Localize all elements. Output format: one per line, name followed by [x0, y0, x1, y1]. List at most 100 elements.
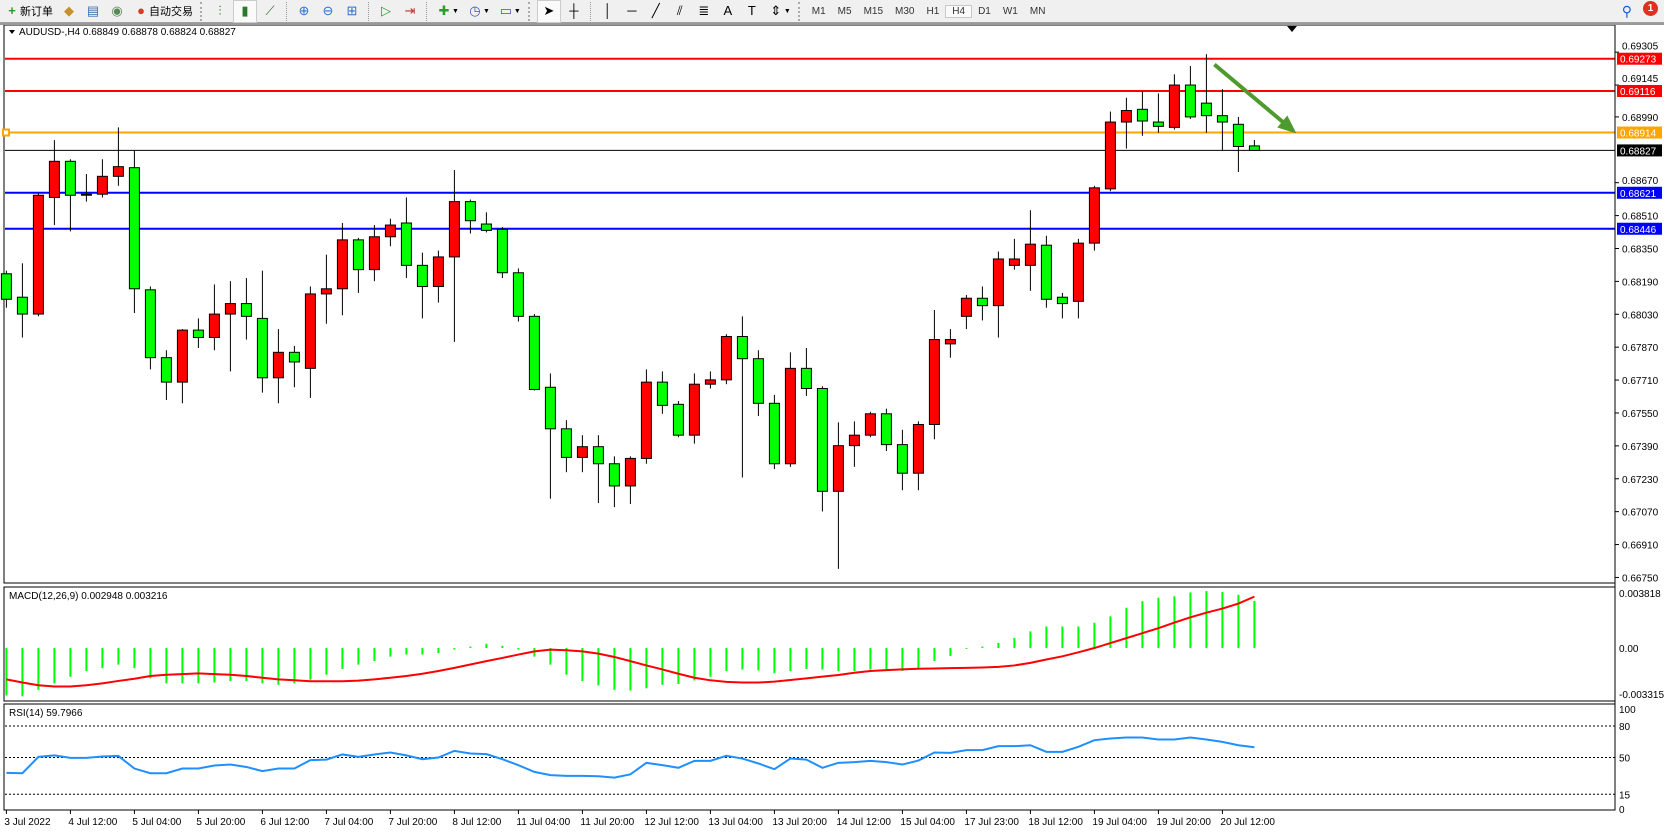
candle-body — [896, 444, 908, 474]
chevron-down-icon: ▼ — [452, 7, 459, 15]
price-tick-label: 0.68190 — [1622, 277, 1659, 288]
zoom-in-icon: ⊕ — [298, 3, 310, 18]
timeframe-m5[interactable]: M5 — [837, 5, 852, 17]
time-label: 6 Jul 12:00 — [260, 817, 309, 828]
auto-trading-label: 自动交易 — [149, 6, 193, 18]
toolbar-grip[interactable] — [797, 1, 803, 21]
text-label-button[interactable]: T — [741, 1, 763, 22]
auto-scroll-button[interactable]: ▷ — [375, 1, 397, 22]
candlestick-icon: ▮ — [241, 3, 249, 18]
level-price-tag — [1617, 186, 1662, 199]
vertical-line-icon: │ — [603, 3, 612, 18]
trend-arrow-icon — [1213, 62, 1289, 128]
vertical-line-button[interactable]: │ — [597, 1, 619, 22]
horizontal-line-button[interactable]: ─ — [621, 1, 643, 22]
toolbar-grip[interactable] — [200, 1, 205, 21]
crosshair-icon: ┼ — [569, 3, 579, 18]
auto-trading-icon: ● — [137, 3, 145, 18]
text-button[interactable]: A — [717, 1, 739, 22]
price-tick-label: 0.67550 — [1622, 409, 1659, 420]
timeframe-m1[interactable]: M1 — [811, 5, 826, 17]
bar-chart-button[interactable]: ⫶ — [209, 1, 231, 22]
time-label: 19 Jul 20:00 — [1156, 817, 1211, 828]
candle-body — [560, 428, 572, 458]
auto-trading-button[interactable]: ● 自动交易 — [130, 1, 196, 22]
time-label: 3 Jul 2022 — [4, 817, 51, 828]
crosshair-button[interactable]: ┼ — [563, 1, 585, 22]
chart-window[interactable]: 0.69305 0.69145 0.68990 0.68670 0.68510 0.683… — [0, 23, 1664, 833]
candle-body — [784, 367, 796, 465]
candle-body — [368, 236, 380, 271]
timeframe-mn[interactable]: MN — [1029, 5, 1046, 17]
candle-body — [32, 194, 44, 315]
signals-icon: ◉ — [111, 3, 123, 18]
chart-shift-button[interactable]: ⇥ — [399, 1, 421, 22]
new-order-button[interactable]: + 新订单 — [1, 1, 56, 22]
zoom-out-button[interactable]: ⊖ — [317, 1, 339, 22]
candle-body — [0, 273, 12, 300]
notification-icon[interactable]: 1 — [1643, 1, 1658, 16]
candle-body — [48, 160, 60, 198]
chevron-down-icon: ▼ — [513, 7, 521, 15]
candle-body — [928, 339, 940, 425]
timeframe-d1[interactable]: D1 — [978, 5, 991, 17]
text-icon: A — [723, 3, 733, 18]
equidistant-channel-button[interactable]: ⫽ — [669, 1, 691, 22]
timeframe-w1[interactable]: W1 — [1002, 5, 1018, 17]
macd-tick-label: 0.003818 — [1619, 589, 1661, 600]
candle-body — [592, 446, 604, 465]
candle-body — [688, 383, 700, 436]
time-label: 7 Jul 04:00 — [324, 817, 373, 828]
search-icon[interactable]: ⚲ — [1621, 3, 1632, 19]
timeframe-m15[interactable]: M15 — [863, 5, 884, 17]
signals-button[interactable]: ◉ — [106, 1, 128, 22]
macd-tick-label: 0.00 — [1619, 644, 1639, 655]
templates-icon: ▭ — [499, 3, 513, 18]
market-watch-button[interactable]: ◆ — [58, 1, 80, 22]
candle-body — [224, 303, 236, 315]
cursor-button[interactable]: ➤ — [536, 0, 561, 23]
line-chart-icon: ⟋ — [265, 3, 275, 18]
level-price-tag — [1617, 222, 1662, 235]
navigator-icon: ▤ — [86, 3, 100, 18]
timeframe-m30[interactable]: M30 — [895, 5, 915, 17]
level-price-label: 0.68446 — [1620, 225, 1657, 236]
candle-body — [384, 224, 396, 238]
arrows-button[interactable]: ⇕ ▼ — [765, 1, 794, 22]
price-tick-label: 0.67870 — [1622, 343, 1659, 354]
collapse-triangle-icon — [9, 30, 15, 34]
periods-button[interactable]: ◷ ▼ — [464, 1, 493, 22]
timeframe-h4[interactable]: H4 — [945, 4, 973, 18]
level-price-label: 0.68827 — [1620, 146, 1657, 157]
time-label: 14 Jul 12:00 — [836, 817, 891, 828]
candle-body — [992, 258, 1004, 307]
zoom-in-button[interactable]: ⊕ — [293, 1, 315, 22]
templates-button[interactable]: ▭ ▼ — [495, 1, 524, 22]
price-tick-label: 0.68350 — [1622, 244, 1659, 255]
indicators-button[interactable]: ✚ ▼ — [433, 1, 462, 22]
fibonacci-button[interactable]: ≣ — [693, 1, 715, 22]
bar-chart-icon: ⫶ — [218, 3, 222, 18]
tile-windows-button[interactable]: ⊞ — [341, 1, 363, 22]
candle-body — [832, 445, 844, 492]
candle-body — [1120, 110, 1132, 123]
rsi-label: RSI(14) 59.7966 — [9, 708, 83, 719]
toolbar-grip[interactable] — [527, 1, 533, 21]
toolbar-divider — [368, 1, 370, 21]
toolbar-divider — [426, 1, 428, 21]
candle-body — [656, 381, 668, 406]
toolbar-divider — [286, 1, 288, 21]
toolbar-divider — [589, 1, 592, 21]
candle-body — [736, 335, 748, 360]
candlestick-button[interactable]: ▮ — [233, 0, 257, 23]
timeframe-h1[interactable]: H1 — [926, 5, 940, 17]
trendline-button[interactable]: ╱ — [645, 1, 667, 22]
arrows-icon: ⇕ — [770, 3, 782, 18]
candle-body — [208, 313, 220, 339]
navigator-button[interactable]: ▤ — [82, 1, 104, 22]
line-chart-button[interactable]: ⟋ — [259, 1, 281, 22]
time-label: 5 Jul 04:00 — [132, 817, 181, 828]
candle-body — [752, 358, 764, 404]
level-price-tag — [1617, 84, 1662, 97]
price-tick-label: 0.69145 — [1622, 74, 1659, 85]
